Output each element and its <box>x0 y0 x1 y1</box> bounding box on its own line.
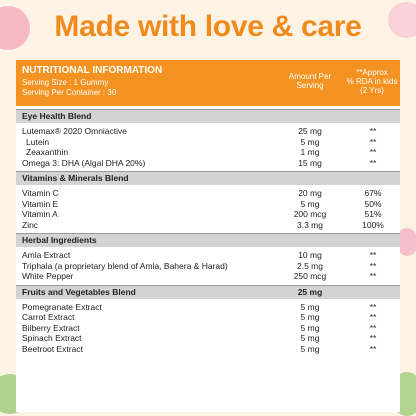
ingredient-amount: 2.5 mg <box>297 260 323 271</box>
ingredient-rda: ** <box>369 333 377 343</box>
ingredient-rda: ** <box>369 260 377 271</box>
section-eye-health: Eye Health Blend <box>16 109 400 123</box>
rda-header-line: (2 Yrs) <box>360 86 384 95</box>
ingredient-amount: 5 mg <box>300 333 320 343</box>
section-title: Vitamins & Minerals Blend <box>22 173 129 183</box>
ingredient-name: Lutein <box>26 136 50 147</box>
ingredient-amount: 250 mcg <box>293 271 327 281</box>
ingredient-amount: 20 mg <box>298 188 322 198</box>
ingredient-name: Zinc <box>22 219 39 230</box>
ingredient-name: Vitamin A <box>22 209 58 219</box>
table-row: Zinc 3.3 mg 100% <box>16 220 400 231</box>
section-vitamins-minerals: Vitamins & Minerals Blend <box>16 171 400 185</box>
decorative-fruit-right <box>388 2 416 38</box>
ingredient-rda: ** <box>369 301 377 312</box>
ingredient-name: Triphala (a proprietary blend of Amla, B… <box>22 260 228 271</box>
serving-size: Serving Size : 1 Gummy <box>22 78 109 87</box>
ingredient-name: White Pepper <box>22 271 74 281</box>
headline-bold: love & care <box>204 10 362 43</box>
ingredient-name: Vitamin C <box>22 188 59 198</box>
amount-header-line: Amount Per <box>288 72 332 81</box>
ingredient-amount: 5 mg <box>300 198 320 209</box>
ingredient-rda: ** <box>369 271 377 281</box>
ingredient-name: Zeaxanthin <box>26 147 69 157</box>
section-title: Herbal Ingredients <box>22 235 97 245</box>
ingredient-amount: 5 mg <box>300 136 320 147</box>
table-row: Lutemax® 2020 Omniactive 25 mg ** <box>16 126 400 137</box>
ingredient-amount: 25 mg <box>298 126 322 136</box>
ingredient-name: Pomegranate Extract <box>22 301 102 312</box>
ingredient-rda: 50% <box>364 198 382 209</box>
ingredient-rda: ** <box>369 136 377 147</box>
rda-header-line: % RDA in kids <box>346 77 398 86</box>
ingredient-rda: 51% <box>364 209 382 219</box>
ingredient-name: Carrot Extract <box>22 312 75 322</box>
ingredient-amount: 5 mg <box>300 312 320 322</box>
ingredient-rda: 100% <box>362 219 384 230</box>
ingredient-amount: 200 mcg <box>293 209 327 219</box>
ingredient-rda: ** <box>369 157 377 168</box>
ingredient-amount: 3.3 mg <box>297 219 323 230</box>
ingredient-name: Amla Extract <box>22 250 71 260</box>
ingredient-amount: 5 mg <box>300 343 320 354</box>
decorative-berry <box>396 228 416 256</box>
ingredient-name: Bilberry Extract <box>22 322 80 333</box>
ingredient-rda: ** <box>369 126 377 136</box>
ingredient-name: Spinach Extract <box>22 333 82 343</box>
table-row: Lutein 5 mg ** <box>16 137 400 148</box>
table-row: Beetroot Extract 5 mg ** <box>16 344 400 355</box>
ingredient-amount: 15 mg <box>298 157 322 168</box>
table-row: Bilberry Extract 5 mg ** <box>16 323 400 334</box>
ingredient-amount: 5 mg <box>300 322 320 333</box>
ingredient-name: Lutemax® 2020 Omniactive <box>22 126 128 136</box>
table-row: Triphala (a proprietary blend of Amla, B… <box>16 261 400 272</box>
ingredient-name: Beetroot Extract <box>22 343 83 354</box>
rda-column-header: **Approx % RDA in kids (2 Yrs) <box>344 68 400 95</box>
table-row: Omega 3: DHA (Algal DHA 20%) 15 mg ** <box>16 158 400 169</box>
ingredient-rda: ** <box>369 322 377 333</box>
section-title: Eye Health Blend <box>22 111 92 121</box>
ingredient-amount: 5 mg <box>300 301 320 312</box>
ingredient-rda: ** <box>369 147 377 157</box>
nutrition-title: NUTRITIONAL INFORMATION <box>22 65 163 76</box>
ingredient-amount: 1 mg <box>300 147 320 157</box>
section-herbal: Herbal Ingredients <box>16 233 400 247</box>
ingredient-name: Vitamin E <box>22 198 59 209</box>
table-row: Vitamin C 20 mg 67% <box>16 188 400 199</box>
servings-per-container: Serving Per Container : 30 <box>22 88 117 97</box>
ingredient-rda: ** <box>369 312 377 322</box>
table-row: White Pepper 250 mcg ** <box>16 271 400 282</box>
table-row: Vitamin A 200 mcg 51% <box>16 209 400 220</box>
nutrition-table: NUTRITIONAL INFORMATION Serving Size : 1… <box>16 60 400 412</box>
section-title: Fruits and Vegetables Blend <box>22 286 136 297</box>
section-fruits-vegetables: Fruits and Vegetables Blend 25 mg <box>16 284 400 299</box>
ingredient-rda: 67% <box>364 188 382 198</box>
headline-normal: Made with <box>54 10 205 43</box>
table-row: Amla Extract 10 mg ** <box>16 250 400 261</box>
table-row: Carrot Extract 5 mg ** <box>16 312 400 323</box>
headline: Made with love & care <box>0 10 416 44</box>
ingredient-rda: ** <box>369 250 377 260</box>
table-row: Vitamin E 5 mg 50% <box>16 199 400 210</box>
nutrition-header: NUTRITIONAL INFORMATION Serving Size : 1… <box>16 60 400 106</box>
amount-header-line: Serving <box>296 81 324 90</box>
table-row: Pomegranate Extract 5 mg ** <box>16 302 400 313</box>
table-row: Spinach Extract 5 mg ** <box>16 333 400 344</box>
ingredient-name: Omega 3: DHA (Algal DHA 20%) <box>22 157 146 168</box>
ingredient-rda: ** <box>369 343 377 354</box>
section-amount: 25 mg <box>297 286 323 297</box>
ingredient-amount: 10 mg <box>298 250 322 260</box>
table-row: Zeaxanthin 1 mg ** <box>16 147 400 158</box>
amount-column-header: Amount Per Serving <box>274 72 346 90</box>
rda-header-line: **Approx <box>356 68 388 77</box>
